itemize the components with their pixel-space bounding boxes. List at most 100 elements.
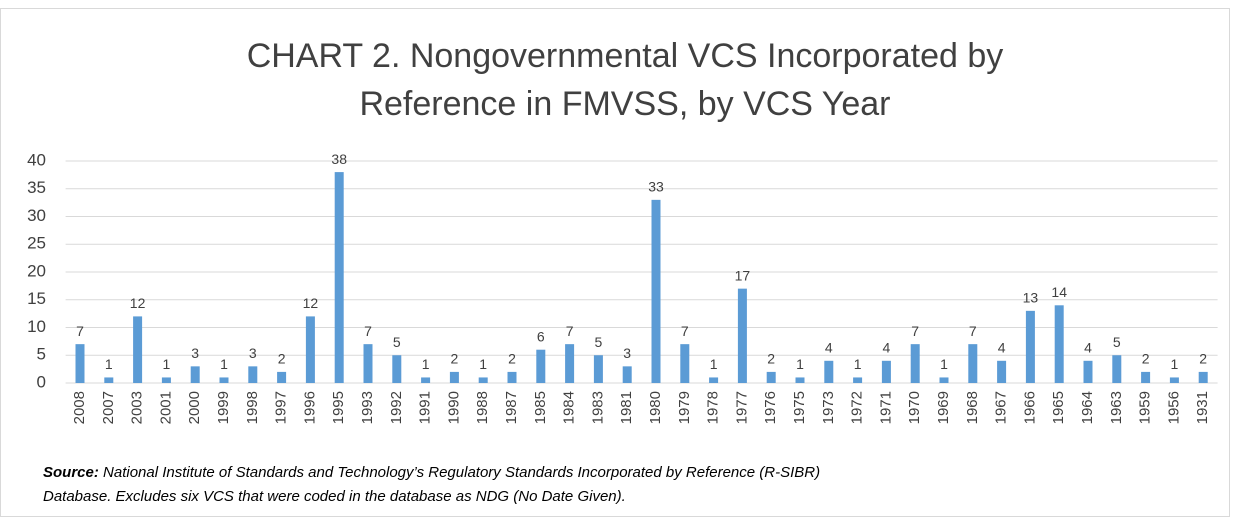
x-tick-label: 2007 (100, 391, 117, 424)
data-label: 2 (278, 351, 286, 367)
bar (997, 360, 1007, 383)
y-tick-label: 35 (27, 178, 46, 197)
y-tick-label: 10 (27, 317, 46, 336)
x-tick-label: 1999 (215, 391, 232, 424)
bar (1083, 360, 1093, 383)
bar (881, 360, 891, 383)
x-tick-label: 1985 (532, 391, 549, 424)
x-tick-label: 2000 (186, 391, 203, 424)
source-note: Source: National Institute of Standards … (43, 464, 820, 481)
data-label: 2 (1142, 351, 1150, 367)
data-label: 3 (623, 345, 631, 361)
data-label: 7 (681, 323, 689, 339)
data-label: 38 (331, 151, 347, 167)
source-label: Source: (43, 464, 99, 481)
data-label: 7 (76, 323, 84, 339)
x-tick-label: 1979 (676, 391, 693, 424)
source-text: Database. Excludes six VCS that were cod… (43, 488, 626, 505)
x-tick-label: 2003 (129, 391, 146, 424)
data-label: 5 (1113, 334, 1121, 350)
data-label: 7 (364, 323, 372, 339)
bar (305, 316, 315, 383)
data-label: 1 (796, 356, 804, 372)
x-tick-label: 1984 (561, 391, 578, 424)
data-label: 12 (303, 295, 319, 311)
y-tick-label: 40 (27, 150, 46, 169)
chart-title: CHART 2. Nongovernmental VCS Incorporate… (247, 37, 1004, 75)
x-tick-label: 2008 (71, 391, 88, 424)
y-tick-label: 15 (27, 289, 46, 308)
data-label: 17 (735, 267, 751, 283)
x-tick-label: 1963 (1108, 391, 1125, 424)
bar (75, 344, 85, 383)
bar (248, 366, 258, 383)
x-tick-label: 1966 (1021, 391, 1038, 424)
data-label: 4 (883, 340, 891, 356)
data-label: 3 (191, 345, 199, 361)
x-tick-label: 1988 (474, 391, 491, 424)
bar (565, 344, 575, 383)
x-tick-label: 1977 (733, 391, 750, 424)
x-tick-label: 1981 (618, 391, 635, 424)
bar (1112, 355, 1122, 383)
data-label: 1 (422, 356, 430, 372)
data-label: 7 (911, 323, 919, 339)
bar (363, 344, 373, 383)
bar (795, 377, 805, 383)
y-tick-label: 30 (27, 206, 46, 225)
bar (968, 344, 978, 383)
x-tick-label: 1978 (705, 391, 722, 424)
data-label: 1 (940, 356, 948, 372)
data-label: 7 (566, 323, 574, 339)
data-label: 13 (1023, 290, 1039, 306)
data-label: 33 (648, 179, 664, 195)
x-tick-label: 1970 (906, 391, 923, 424)
bar (161, 377, 171, 383)
bar (1025, 310, 1035, 383)
bar (133, 316, 143, 383)
x-tick-label: 1968 (964, 391, 981, 424)
x-tick-label: 1983 (589, 391, 606, 424)
bar (507, 371, 517, 383)
x-tick-label: 1931 (1194, 391, 1211, 424)
bar (824, 360, 834, 383)
bar (709, 377, 719, 383)
x-tick-label: 1995 (330, 391, 347, 424)
chart-border (0, 8, 1230, 517)
data-label: 1 (220, 356, 228, 372)
x-tick-label: 1967 (993, 391, 1010, 424)
data-label: 6 (537, 328, 545, 344)
x-tick-label: 1991 (417, 391, 434, 424)
bar (1169, 377, 1179, 383)
x-tick-label: 2001 (157, 391, 174, 424)
bar (536, 349, 546, 383)
data-label: 4 (998, 340, 1006, 356)
bar (219, 377, 229, 383)
x-tick-label: 1956 (1165, 391, 1182, 424)
x-tick-label: 1973 (820, 391, 837, 424)
bar (1198, 371, 1208, 383)
bar (939, 377, 949, 383)
bar (593, 355, 603, 383)
data-label: 7 (969, 323, 977, 339)
x-tick-label: 1971 (877, 391, 894, 424)
x-tick-label: 1975 (791, 391, 808, 424)
bar (277, 371, 287, 383)
y-tick-label: 5 (37, 345, 46, 364)
data-label: 12 (130, 295, 146, 311)
data-label: 1 (710, 356, 718, 372)
y-tick-label: 25 (27, 234, 46, 253)
data-label: 2 (767, 351, 775, 367)
y-tick-label: 0 (37, 372, 46, 391)
x-tick-label: 1965 (1050, 391, 1067, 424)
bar (478, 377, 488, 383)
data-label: 4 (1084, 340, 1092, 356)
data-label: 1 (479, 356, 487, 372)
bar (104, 377, 114, 383)
data-label: 5 (393, 334, 401, 350)
bar (766, 371, 776, 383)
x-tick-label: 1987 (503, 391, 520, 424)
x-tick-label: 1964 (1079, 391, 1096, 424)
bar (853, 377, 863, 383)
